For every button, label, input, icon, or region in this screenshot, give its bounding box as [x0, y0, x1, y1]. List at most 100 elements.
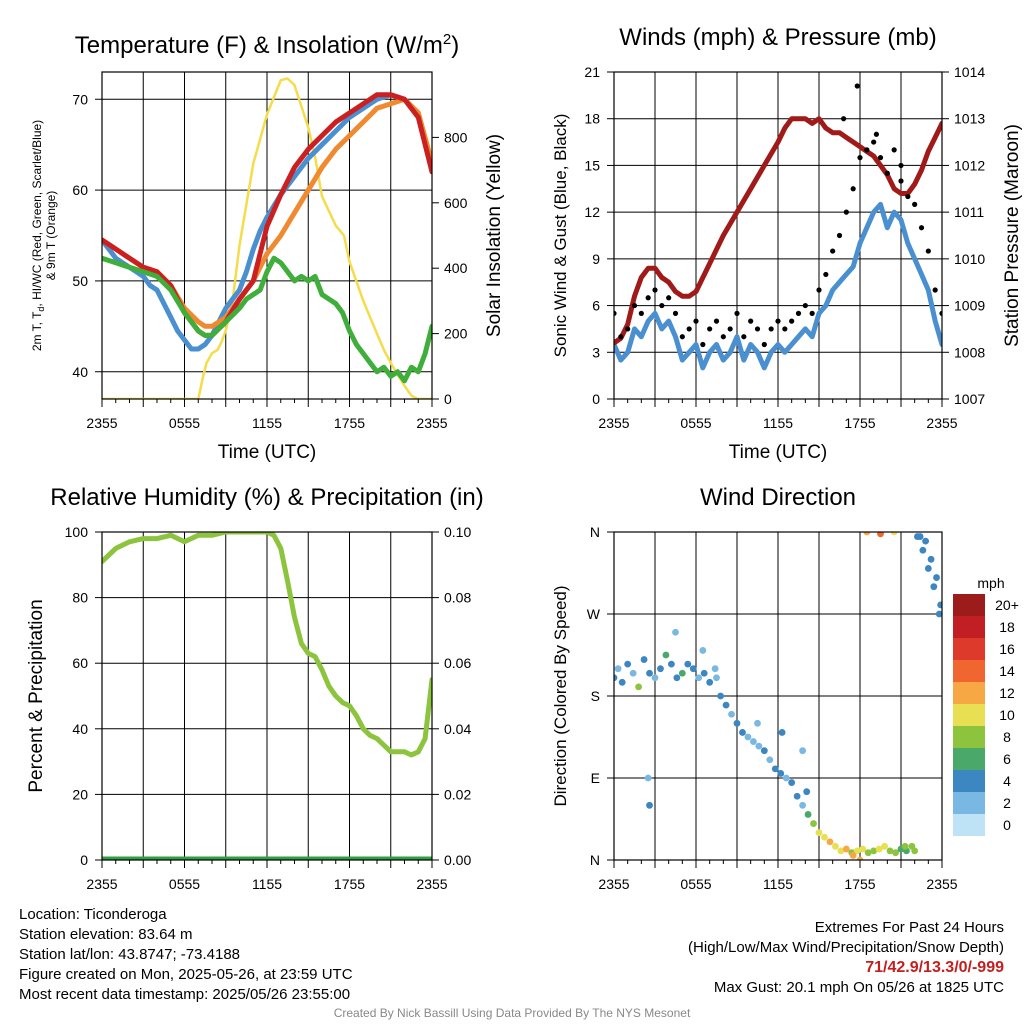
direction-point — [837, 847, 845, 855]
gust-point — [932, 287, 938, 293]
chart-title-main: Temperature (F) & Insolation (W/m — [75, 32, 443, 59]
gust-point — [734, 310, 740, 316]
gust-point — [871, 139, 877, 145]
direction-point — [881, 842, 888, 850]
location-text: Location: Ticonderoga — [19, 906, 167, 923]
data-layer — [614, 532, 942, 860]
direction-point — [799, 801, 806, 809]
colorbar-swatch — [953, 616, 985, 638]
x-tick-label: 2355 — [926, 415, 957, 431]
x-tick-label: 2355 — [926, 876, 957, 892]
direction-point — [635, 683, 642, 691]
direction-point — [877, 532, 884, 538]
y-tick-label: 100 — [65, 524, 89, 540]
direction-point — [933, 574, 940, 581]
dir-panel: Wind Direction mph 20+ 18 16 14 12 10 8 6 4 2 0 2355 0… — [551, 484, 1019, 892]
rh-panel: Relative Humidity (%) & Precipitation (i… — [26, 484, 484, 892]
y2-tick-label: 600 — [444, 195, 468, 211]
direction-point — [803, 788, 811, 796]
gust-point — [823, 271, 829, 278]
direction-point — [924, 565, 932, 572]
direction-point — [754, 719, 761, 727]
colorbar-label: 6 — [1003, 751, 1011, 767]
y-axis-label-part: , HI/WC (Red, Green, Scarlet/Blue) — [30, 120, 44, 307]
series-line-yellow — [102, 77, 432, 399]
direction-point — [826, 838, 834, 846]
y2-tick-label: 0.10 — [444, 524, 471, 540]
chart-title-tail: ) — [451, 32, 459, 59]
colorbar-swatch — [953, 682, 985, 704]
wind-panel: Winds (mph) & Pressure (mb) 2355 0555 1155 1… — [551, 24, 1023, 463]
series-line-blue — [102, 92, 432, 352]
gust-point — [918, 225, 925, 231]
direction-point — [842, 845, 850, 853]
direction-point — [744, 733, 752, 741]
gust-point — [843, 209, 849, 215]
colorbar-swatch — [953, 704, 985, 726]
direction-point — [859, 845, 867, 853]
gust-point — [789, 318, 795, 324]
y2-tick-label: 1010 — [954, 251, 985, 267]
direction-point — [864, 849, 872, 857]
gust-point — [625, 326, 631, 332]
gust-point — [618, 334, 624, 340]
y-tick-label: 3 — [592, 344, 600, 360]
y-axis-label-part: 2m T, T — [30, 311, 44, 351]
y-tick-label: 18 — [584, 111, 600, 127]
gust-point — [884, 170, 890, 176]
direction-point — [760, 747, 768, 755]
gust-point — [830, 248, 836, 254]
direction-point — [804, 811, 812, 818]
extremes-title: Extremes For Past 24 Hours — [814, 919, 1004, 936]
colorbar-label: 18 — [999, 619, 1015, 635]
direction-point — [706, 678, 714, 686]
y-tick-label: 20 — [72, 786, 88, 802]
direction-point — [853, 847, 861, 855]
direction-point — [644, 774, 652, 782]
extremes-subtitle: (High/Low/Max Wind/Precipitation/Snow De… — [688, 939, 1004, 956]
direction-point — [614, 674, 618, 682]
colorbar-label: 20+ — [995, 597, 1019, 613]
x-tick-label: 1755 — [844, 876, 875, 892]
y-axis-label: Direction (Colored By Speed) — [551, 585, 570, 806]
y-tick-label: 50 — [72, 273, 88, 289]
gust-point — [672, 310, 679, 316]
direction-point — [777, 770, 785, 777]
gust-point — [836, 232, 843, 239]
chart-title: Relative Humidity (%) & Precipitation (i… — [50, 484, 483, 511]
y-tick-label: 9 — [592, 251, 600, 267]
elevation-text: Station elevation: 83.64 m — [19, 926, 193, 943]
gust-point — [873, 131, 880, 137]
gust-point — [727, 326, 733, 332]
gust-point — [693, 318, 699, 324]
gust-point — [857, 155, 863, 161]
direction-point — [911, 847, 919, 855]
series-line-blue — [614, 201, 942, 371]
gust-point — [850, 186, 856, 192]
x-tick-label: 2355 — [598, 415, 629, 431]
y-tick-label: N — [590, 852, 600, 868]
max-gust-text: Max Gust: 20.1 mph On 05/26 at 1825 UTC — [713, 979, 1004, 996]
x-tick-label: 2355 — [598, 876, 629, 892]
y-tick-label: 0 — [592, 391, 600, 407]
direction-point — [684, 660, 692, 668]
gust-point — [686, 326, 692, 332]
created-text: Figure created on Mon, 2025-05-26, at 23… — [19, 966, 353, 983]
y2-axis-label: Station Pressure (Maroon) — [1002, 124, 1023, 347]
gust-point — [877, 155, 884, 161]
direction-point — [771, 765, 779, 773]
gust-point — [614, 310, 617, 316]
colorbar-swatch — [953, 594, 985, 616]
gust-point — [666, 295, 672, 301]
direction-point — [890, 532, 898, 536]
direction-point — [640, 656, 648, 663]
series-line-red — [102, 92, 432, 338]
direction-point — [901, 842, 909, 850]
y-tick-label: 0 — [80, 852, 88, 868]
gust-point — [700, 341, 706, 348]
y2-tick-label: 0.06 — [444, 655, 471, 671]
direction-point — [722, 701, 730, 709]
y-tick-label: W — [587, 606, 601, 622]
direction-point — [832, 842, 839, 850]
